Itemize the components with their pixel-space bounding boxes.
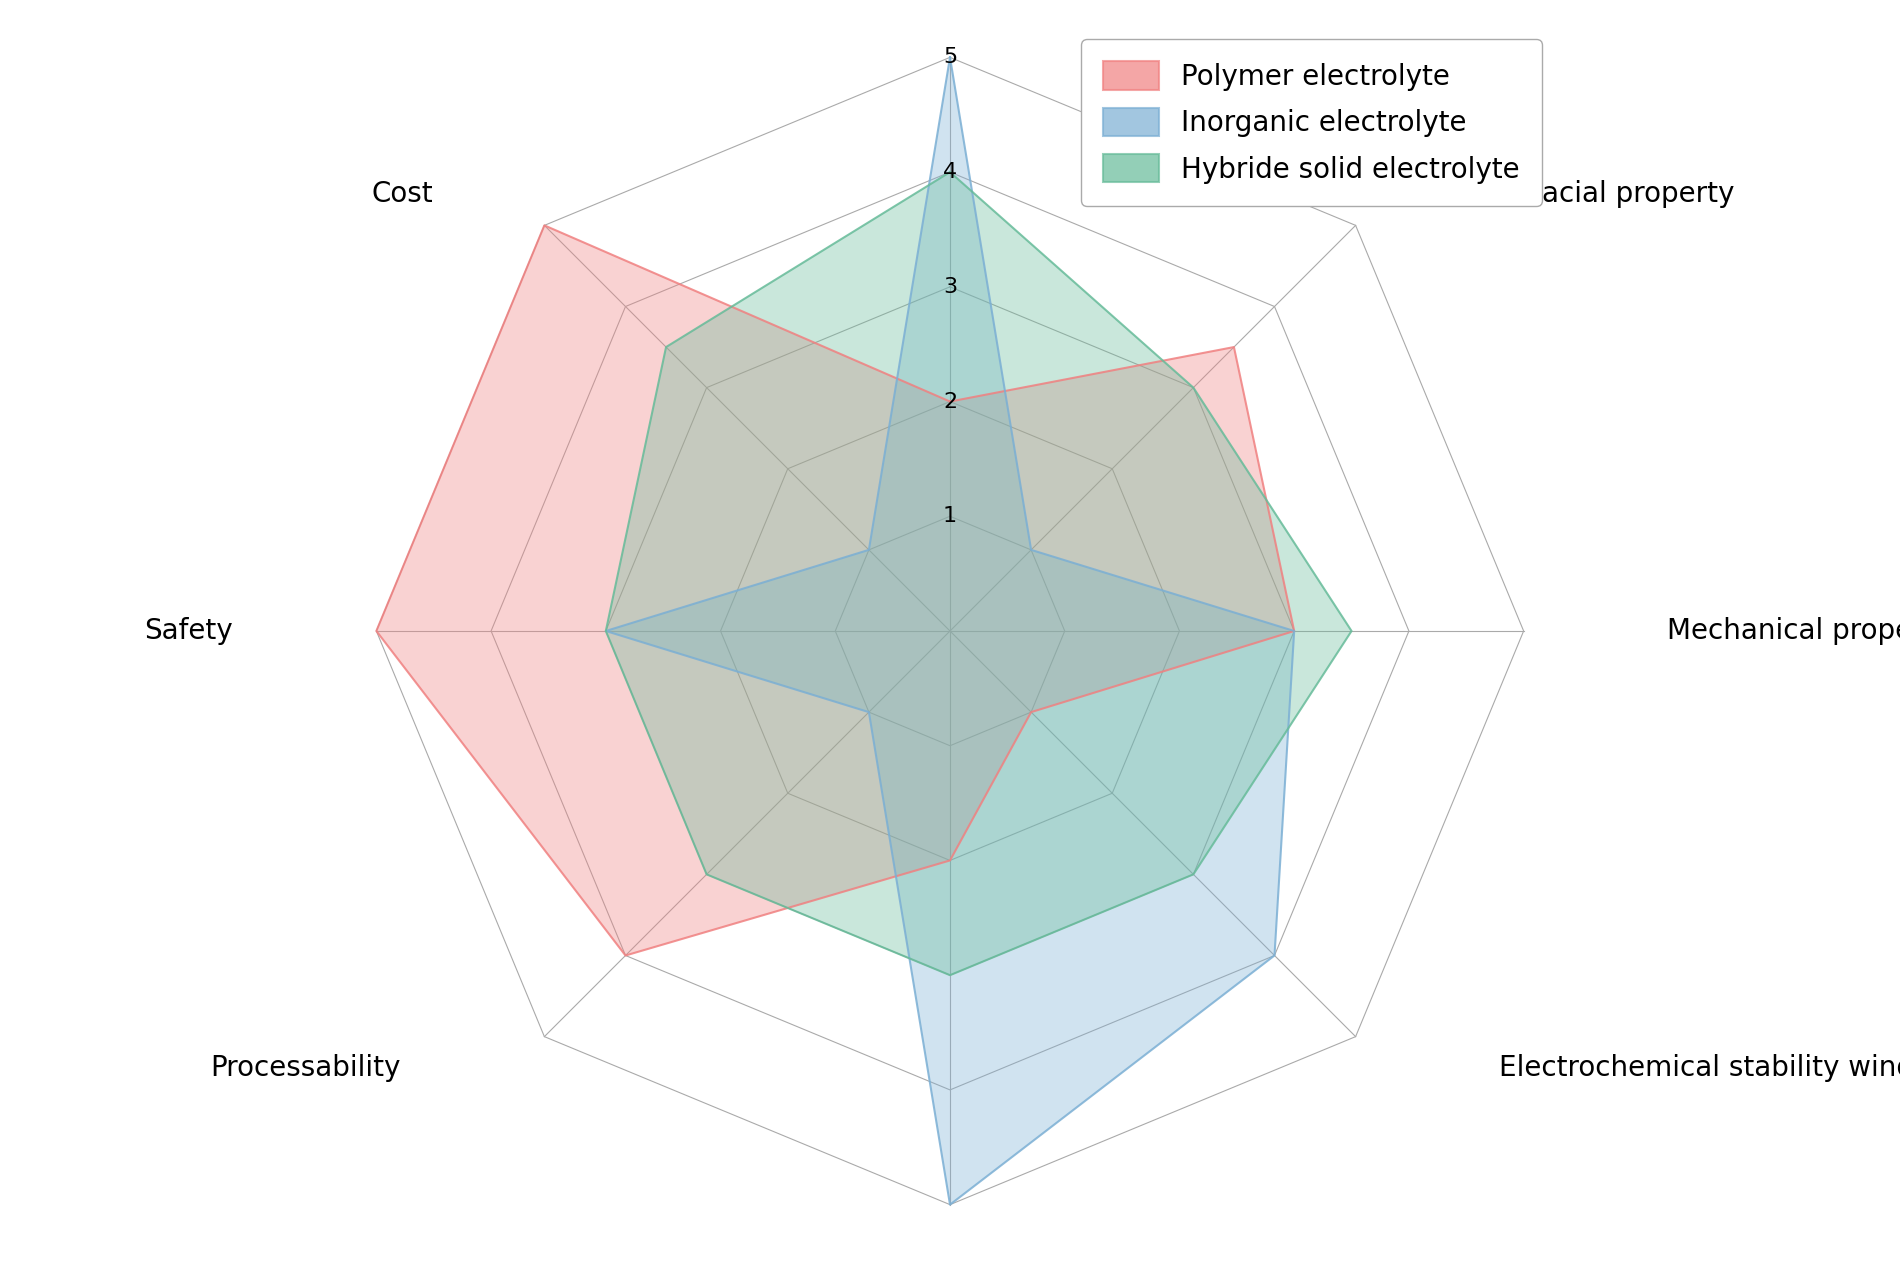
Text: 1: 1 [942, 506, 958, 526]
Text: 5: 5 [942, 48, 958, 67]
Text: Safety: Safety [144, 617, 234, 645]
Text: Electrochemical stability window: Electrochemical stability window [1499, 1055, 1900, 1083]
Text: 3: 3 [942, 276, 958, 297]
Polygon shape [376, 226, 1294, 955]
Polygon shape [606, 57, 1294, 1205]
Polygon shape [606, 172, 1351, 976]
Text: Mechanical property: Mechanical property [1666, 617, 1900, 645]
Legend: Polymer electrolyte, Inorganic electrolyte, Hybride solid electrolyte: Polymer electrolyte, Inorganic electroly… [1081, 39, 1543, 206]
Text: Processability: Processability [211, 1055, 401, 1083]
Text: 2: 2 [942, 391, 958, 411]
Text: 4: 4 [942, 162, 958, 182]
Text: Interfacial property: Interfacial property [1467, 179, 1735, 207]
Text: Cost: Cost [370, 179, 433, 207]
